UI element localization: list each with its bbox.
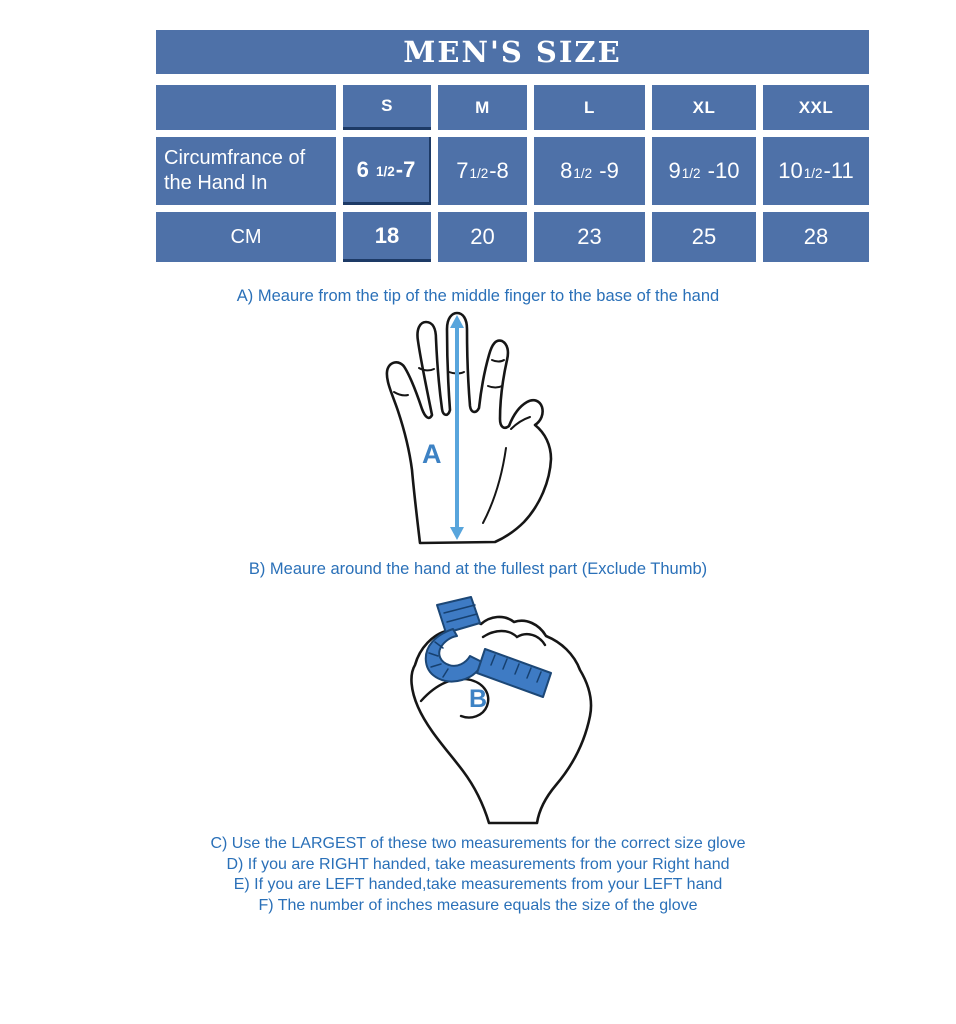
size-header-m: M [438, 85, 527, 130]
mens-size-table: MEN'S SIZE S M L XL XXL Circumfrance of … [156, 30, 869, 262]
instruction-d: D) If you are RIGHT handed, take measure… [226, 855, 730, 873]
inch-value-part: -8 [489, 158, 509, 183]
inch-value-fraction: 1/2 [573, 165, 593, 181]
instruction-e: E) If you are LEFT handed,take measureme… [233, 876, 723, 893]
inch-value-s: 6 1/2 -7 [343, 137, 431, 205]
row-label-inches: Circumfrance of the Hand In [156, 137, 336, 205]
inch-value-part: -7 [395, 156, 416, 182]
table-title-bar: MEN'S SIZE [156, 30, 869, 74]
inch-value-fraction: 1/2 [803, 165, 823, 181]
inch-value-part: 10 [778, 158, 803, 183]
cm-value-l: 23 [534, 212, 645, 262]
hand-measure-length-diagram: A [356, 310, 596, 546]
size-header-l: L [534, 85, 645, 130]
inch-value-fraction: 1/2 [469, 165, 489, 181]
cm-value-s: 18 [343, 212, 431, 262]
size-header-s: S [343, 85, 431, 130]
diagram-label-b: B [469, 685, 487, 713]
inch-value-part: 8 [560, 158, 573, 183]
corner-cell [156, 85, 336, 130]
inch-value-part: -9 [593, 158, 619, 183]
instruction-f: F) The number of inches measure equals t… [258, 896, 698, 914]
diagram-label-a: A [422, 439, 442, 469]
instructions-c-f: C) Use the LARGEST of these two measurem… [0, 834, 956, 916]
inch-value-part: 9 [668, 158, 681, 183]
instruction-b: B) Meaure around the hand at the fullest… [248, 560, 708, 578]
inch-value-fraction: 1/2 [681, 165, 701, 181]
inch-value-part: 6 [356, 156, 375, 182]
cm-value-xl: 25 [652, 212, 756, 262]
inch-value-xl: 9 1/2 -10 [652, 137, 756, 205]
inch-value-part: -10 [701, 158, 740, 183]
instruction-a: A) Meaure from the tip of the middle fin… [236, 287, 720, 305]
open-hand-outline [385, 311, 553, 545]
fist-inner-lines [419, 629, 547, 719]
cm-value-xxl: 28 [763, 212, 869, 262]
cm-value-m: 20 [438, 212, 527, 262]
finger-creases [393, 359, 531, 524]
inch-value-xxl: 10 1/2 -11 [763, 137, 869, 205]
measure-arrow-a [450, 315, 464, 540]
table-title: MEN'S SIZE [403, 35, 622, 69]
inch-value-part: 7 [456, 158, 469, 183]
inch-value-l: 8 1/2 -9 [534, 137, 645, 205]
inch-value-fraction: 1/2 [376, 164, 395, 179]
instruction-c: C) Use the LARGEST of these two measurem… [210, 835, 746, 852]
inch-value-m: 7 1/2 -8 [438, 137, 527, 205]
size-grid: S M L XL XXL Circumfrance of the Hand In… [156, 85, 869, 262]
measuring-tape [424, 596, 552, 698]
size-header-xl: XL [652, 85, 756, 130]
row-label-cm: CM [156, 212, 336, 262]
tape-tick-marks [428, 604, 542, 683]
inch-value-part: -11 [823, 158, 854, 183]
size-header-xxl: XXL [763, 85, 869, 130]
hand-measure-circumference-diagram: B [393, 585, 613, 825]
